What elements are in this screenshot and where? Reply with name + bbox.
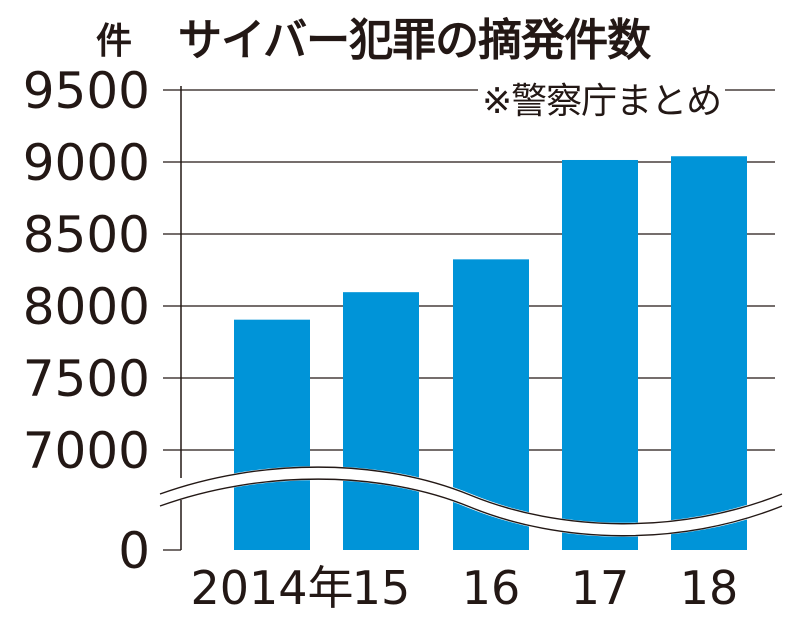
- bar: [343, 292, 419, 550]
- chart-title: サイバー犯罪の摘発件数: [178, 15, 651, 66]
- break-band: [157, 466, 785, 537]
- break-line: [159, 466, 783, 525]
- x-tick-label: 18: [680, 561, 739, 615]
- bars: [234, 156, 747, 551]
- axis-break: [157, 466, 785, 537]
- bar: [562, 159, 638, 550]
- y-tick-label: 9500: [23, 62, 150, 120]
- x-tick-label: 16: [462, 561, 521, 615]
- y-tick-label: 7000: [23, 422, 150, 480]
- x-tick-label: 17: [571, 561, 630, 615]
- bar: [671, 156, 747, 551]
- y-tick-label: 0: [118, 522, 150, 580]
- y-tick-label: 8000: [23, 278, 150, 336]
- x-tick-label: 2014年: [190, 561, 353, 615]
- x-tick-label: 15: [352, 561, 411, 615]
- bar: [234, 319, 310, 550]
- y-tick-label: 7500: [23, 350, 150, 408]
- source-note: ※警察庁まとめ: [478, 72, 726, 124]
- break-line: [159, 478, 783, 537]
- y-tick-label: 8500: [23, 206, 150, 264]
- unit-label: 件: [96, 21, 133, 62]
- y-tick-label: 9000: [23, 134, 150, 192]
